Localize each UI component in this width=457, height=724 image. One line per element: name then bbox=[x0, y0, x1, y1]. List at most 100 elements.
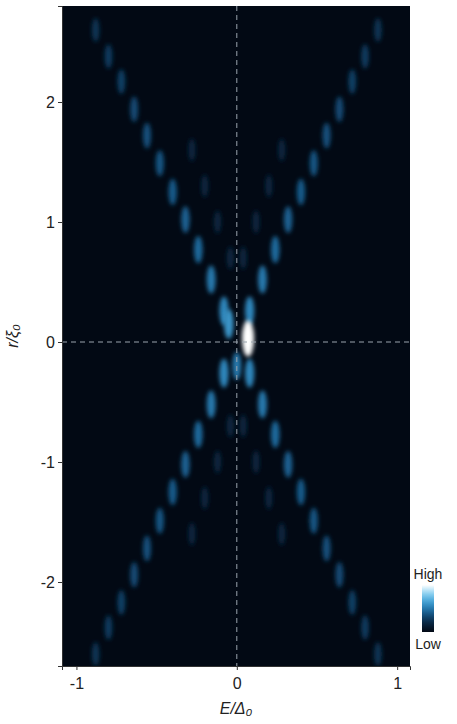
intensity-spot bbox=[194, 421, 203, 448]
intensity-spot bbox=[92, 642, 100, 666]
y-tick-label: -2 bbox=[41, 574, 55, 591]
intensity-spot bbox=[284, 206, 293, 233]
intensity-spot bbox=[258, 390, 267, 418]
x-tick-label: -1 bbox=[70, 675, 84, 692]
x-tick: 1 bbox=[393, 666, 402, 692]
chart: -1 0 1 -2 -1 0 1 2 E/Δ₀ r/ξ₀ Low High bbox=[0, 0, 457, 724]
intensity-spot bbox=[271, 236, 280, 263]
y-tick-label: 1 bbox=[46, 214, 55, 231]
intensity-spot bbox=[214, 451, 221, 474]
intensity-spot bbox=[117, 590, 125, 615]
intensity-spot bbox=[156, 150, 164, 176]
intensity-spot bbox=[265, 175, 272, 198]
intensity-spot bbox=[188, 523, 195, 546]
colorbar bbox=[422, 585, 434, 632]
intensity-spot bbox=[168, 179, 176, 205]
intensity-spot bbox=[278, 139, 285, 162]
intensity-spot bbox=[310, 150, 318, 176]
intensity-spot bbox=[181, 206, 190, 233]
intensity-spot bbox=[245, 359, 254, 388]
intensity-spot bbox=[361, 615, 369, 639]
y-tick-mark bbox=[58, 462, 62, 463]
intensity-spot bbox=[374, 18, 382, 42]
intensity-spot bbox=[143, 536, 151, 562]
intensity-spot bbox=[207, 390, 216, 418]
colorbar-label: Low bbox=[415, 636, 442, 652]
intensity-spot bbox=[181, 451, 190, 478]
y-tick-mark bbox=[58, 222, 62, 223]
marks bbox=[62, 6, 410, 666]
intensity-spot bbox=[143, 123, 151, 149]
intensity-spot bbox=[361, 44, 369, 68]
intensity-spot bbox=[310, 508, 318, 534]
y-axis-title: r/ξ₀ bbox=[4, 324, 22, 348]
intensity-spot bbox=[278, 523, 285, 546]
y-tick-label: -1 bbox=[41, 454, 55, 471]
intensity-spot bbox=[348, 69, 356, 94]
x-tick-label: 1 bbox=[393, 675, 402, 692]
intensity-spot bbox=[323, 536, 331, 562]
y-tick-mark bbox=[58, 342, 62, 343]
intensity-spot bbox=[335, 562, 343, 587]
plot: -1 0 1 -2 -1 0 1 2 bbox=[41, 6, 411, 692]
intensity-spot bbox=[219, 359, 228, 388]
intensity-spot bbox=[227, 247, 234, 270]
y-tick: 1 bbox=[46, 214, 62, 231]
intensity-spot bbox=[207, 266, 216, 294]
y-tick: -1 bbox=[41, 454, 62, 471]
intensity-spot bbox=[258, 266, 267, 294]
intensity-spot bbox=[130, 562, 138, 587]
intensity-spot bbox=[224, 309, 234, 339]
intensity-spot bbox=[201, 175, 208, 198]
intensity-spot bbox=[253, 211, 260, 234]
intensity-spot bbox=[271, 421, 280, 448]
x-tick-label: 0 bbox=[233, 675, 242, 692]
intensity-spot bbox=[92, 18, 100, 42]
intensity-spot bbox=[335, 96, 343, 121]
x-tick: 0 bbox=[233, 666, 242, 692]
intensity-spot bbox=[265, 487, 272, 510]
intensity-spot bbox=[194, 236, 203, 263]
y-tick: -2 bbox=[41, 574, 62, 591]
y-tick: 0 bbox=[46, 334, 62, 351]
intensity-spot bbox=[130, 96, 138, 121]
intensity-spot bbox=[188, 139, 195, 162]
x-tick-mark bbox=[397, 666, 398, 670]
intensity-spot bbox=[240, 415, 247, 438]
intensity-spot bbox=[201, 487, 208, 510]
intensity-spot bbox=[105, 615, 113, 639]
reference-line bbox=[62, 342, 410, 343]
y-axis-line bbox=[58, 7, 63, 667]
intensity-spot bbox=[374, 642, 382, 666]
x-axis-line bbox=[63, 667, 411, 671]
intensity-spot bbox=[156, 508, 164, 534]
y-tick-label: 0 bbox=[46, 334, 55, 351]
intensity-spot bbox=[284, 451, 293, 478]
intensity-spot bbox=[168, 479, 176, 505]
intensity-spot bbox=[105, 44, 113, 68]
intensity-spot bbox=[214, 211, 221, 234]
intensity-spot bbox=[240, 247, 247, 270]
plot-background bbox=[62, 6, 410, 666]
intensity-spot bbox=[297, 479, 305, 505]
intensity-spot bbox=[253, 451, 260, 474]
intensity-spot bbox=[227, 415, 234, 438]
y-tick-mark bbox=[58, 102, 62, 103]
colorbar-label: High bbox=[414, 566, 443, 582]
x-tick: -1 bbox=[70, 666, 84, 692]
x-axis-title: E/Δ₀ bbox=[220, 700, 253, 717]
x-axis: -1 0 1 bbox=[63, 666, 411, 692]
x-tick-mark bbox=[76, 666, 77, 670]
intensity-spot bbox=[245, 296, 254, 325]
intensity-spot bbox=[323, 123, 331, 149]
y-axis: -2 -1 0 1 2 bbox=[41, 7, 63, 667]
intensity-spot bbox=[348, 590, 356, 615]
intensity-spot bbox=[117, 69, 125, 94]
y-tick: 2 bbox=[46, 94, 62, 111]
reference-line bbox=[236, 6, 237, 666]
y-tick-mark bbox=[58, 582, 62, 583]
y-tick-label: 2 bbox=[46, 94, 55, 111]
intensity-spot bbox=[242, 320, 254, 356]
intensity-spot bbox=[297, 179, 305, 205]
x-tick-mark bbox=[237, 666, 238, 670]
